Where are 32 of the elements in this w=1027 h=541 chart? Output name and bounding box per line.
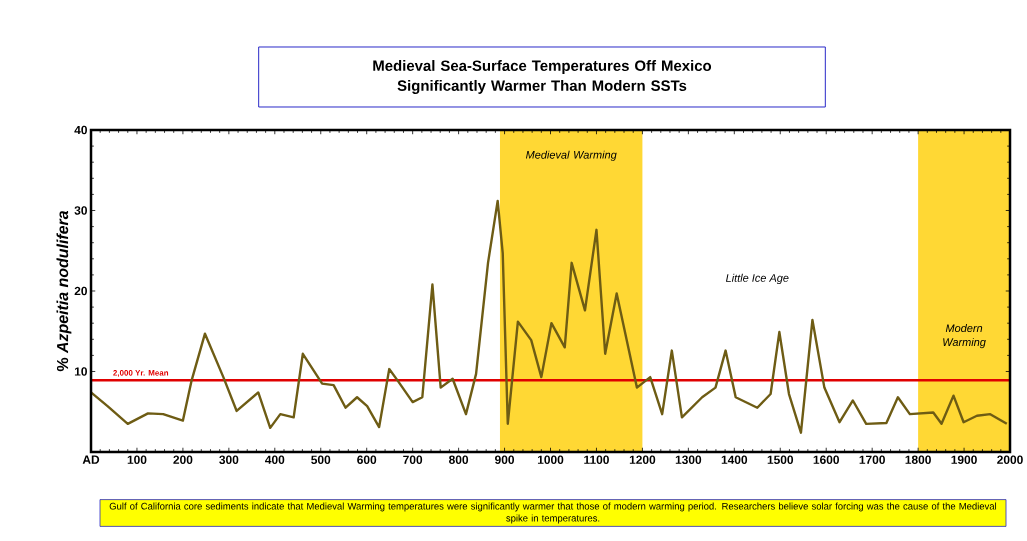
y-tick-label: 40 (74, 125, 87, 135)
x-tick-label: 1000 (537, 455, 564, 464)
x-tick-label: 500 (311, 455, 331, 464)
x-tick-label: 1100 (584, 455, 609, 464)
x-tick-label: 100 (127, 455, 147, 464)
x-tick-label: 1400 (721, 455, 748, 464)
y-tick-label: 20 (74, 286, 87, 296)
y-tick-label: 10 (74, 367, 87, 376)
text: Gulf of California core sediments indicate that Medieval Warming temperatures were significantly warmer that those of modern warming period. Researchers believe solar forcing was the cause of the Medieval spike in temperatures. (109, 502, 997, 524)
y-tick-label: 30 (74, 206, 87, 215)
x-tick-label: 1900 (951, 455, 977, 464)
x-tick-label: 900 (495, 455, 515, 464)
band-label: Modern Warming (943, 324, 986, 349)
x-tick-label: 700 (403, 455, 423, 464)
x-tick-label: 400 (265, 455, 285, 464)
line-series (89, 199, 1008, 434)
band-label: Medieval Warming (525, 150, 617, 161)
x-tick-label: 1800 (905, 455, 931, 464)
chart-title: Medieval Sea-Surface Temperatures Off Mexico Significantly Warmer Than Modern SSTs (373, 60, 712, 94)
x-tick-label: 1600 (813, 455, 840, 464)
x-tick-label: 200 (173, 455, 193, 464)
y-axis-title: % Azpeitia nodulifera (56, 210, 72, 372)
x-tick-label: 1700 (859, 455, 885, 464)
x-tick-label: 1500 (767, 455, 794, 464)
x-tick-label: 800 (449, 455, 469, 464)
x-tick-label: 1200 (629, 455, 656, 464)
x-tick-label: 2000 (997, 455, 1023, 464)
x-tick-label: 600 (357, 455, 377, 464)
annotation: Little Ice Age (725, 273, 789, 285)
x-tick-label: 1300 (675, 455, 702, 465)
x-tick-label: AD (82, 455, 100, 464)
x-tick-label: 300 (219, 455, 239, 465)
